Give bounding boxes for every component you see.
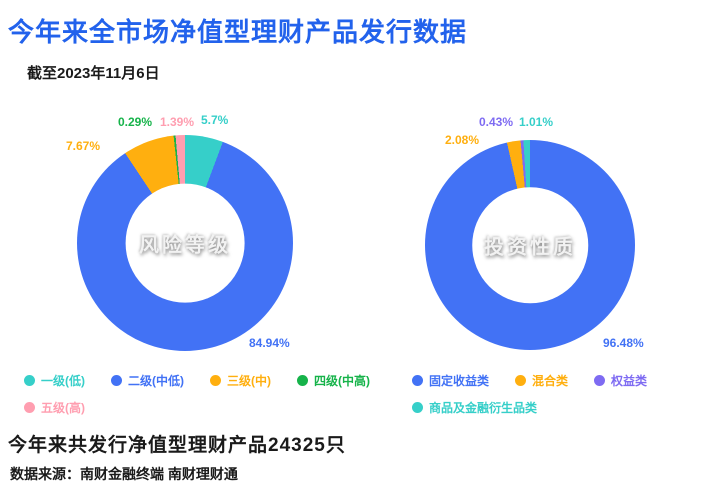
pct-label-fixed-income: 96.48% (603, 336, 644, 350)
donut-hole: 风险等级 (125, 183, 245, 303)
legend-dot (24, 402, 35, 413)
pct-label-equity: 0.43% (479, 115, 514, 129)
legend-label: 商品及金融衍生品类 (429, 401, 538, 415)
data-source: 数据来源：南财金融终端 南财理财通 (10, 466, 238, 482)
legend-item-grade1: 一级(低) (24, 372, 85, 389)
investment-nature-center-label: 投资性质 (484, 236, 576, 259)
pct-label-grade4: 0.29% (118, 115, 153, 129)
legend-dot (111, 375, 122, 386)
total-issued-summary: 今年来共发行净值型理财产品24325只 (8, 435, 346, 456)
legend-item-commodity: 商品及金融衍生品类 (412, 399, 537, 416)
legend-dot (412, 375, 423, 386)
subtitle-date: 截至2023年11月6日 (27, 65, 160, 82)
legend-dot (210, 375, 221, 386)
legend-item-grade4: 四级(中高) (297, 372, 370, 389)
legend-label: 四级(中高) (314, 374, 370, 388)
legend-item-fixed-income: 固定收益类 (412, 372, 489, 389)
legend-item-mixed: 混合类 (515, 372, 568, 389)
legend-label: 三级(中) (227, 374, 271, 388)
legend-dot (412, 402, 423, 413)
legend-label: 混合类 (532, 374, 569, 388)
risk-level-legend: 一级(低) 二级(中低) 三级(中) 四级(中高) 五级(高) (24, 372, 394, 416)
legend-label: 固定收益类 (429, 374, 490, 388)
investment-nature-legend: 固定收益类 混合类 权益类 商品及金融衍生品类 (412, 372, 697, 416)
legend-dot (515, 375, 527, 386)
risk-level-donut-chart: 风险等级 (77, 135, 293, 351)
legend-label: 一级(低) (41, 374, 85, 388)
risk-level-center-label: 风险等级 (138, 234, 231, 257)
pct-label-grade2: 84.94% (249, 336, 290, 350)
donut-hole: 投资性质 (472, 187, 588, 303)
pct-label-commodity: 1.01% (519, 115, 554, 129)
legend-item-equity: 权益类 (594, 372, 647, 389)
pct-label-grade5: 1.39% (160, 115, 195, 129)
page-title: 今年来全市场净值型理财产品发行数据 (8, 17, 468, 47)
legend-label: 权益类 (611, 374, 648, 388)
legend-item-grade2: 二级(中低) (111, 372, 184, 389)
legend-label: 二级(中低) (128, 374, 184, 388)
pct-label-grade3: 7.67% (66, 139, 101, 153)
legend-item-grade3: 三级(中) (210, 372, 271, 389)
legend-dot (594, 375, 606, 386)
investment-nature-donut-chart: 投资性质 (425, 140, 635, 350)
legend-dot (24, 375, 35, 386)
legend-item-grade5: 五级(高) (24, 399, 85, 416)
legend-label: 五级(高) (41, 401, 85, 415)
pct-label-grade1: 5.7% (201, 113, 229, 127)
legend-dot (297, 375, 308, 386)
pct-label-mixed: 2.08% (445, 133, 480, 147)
